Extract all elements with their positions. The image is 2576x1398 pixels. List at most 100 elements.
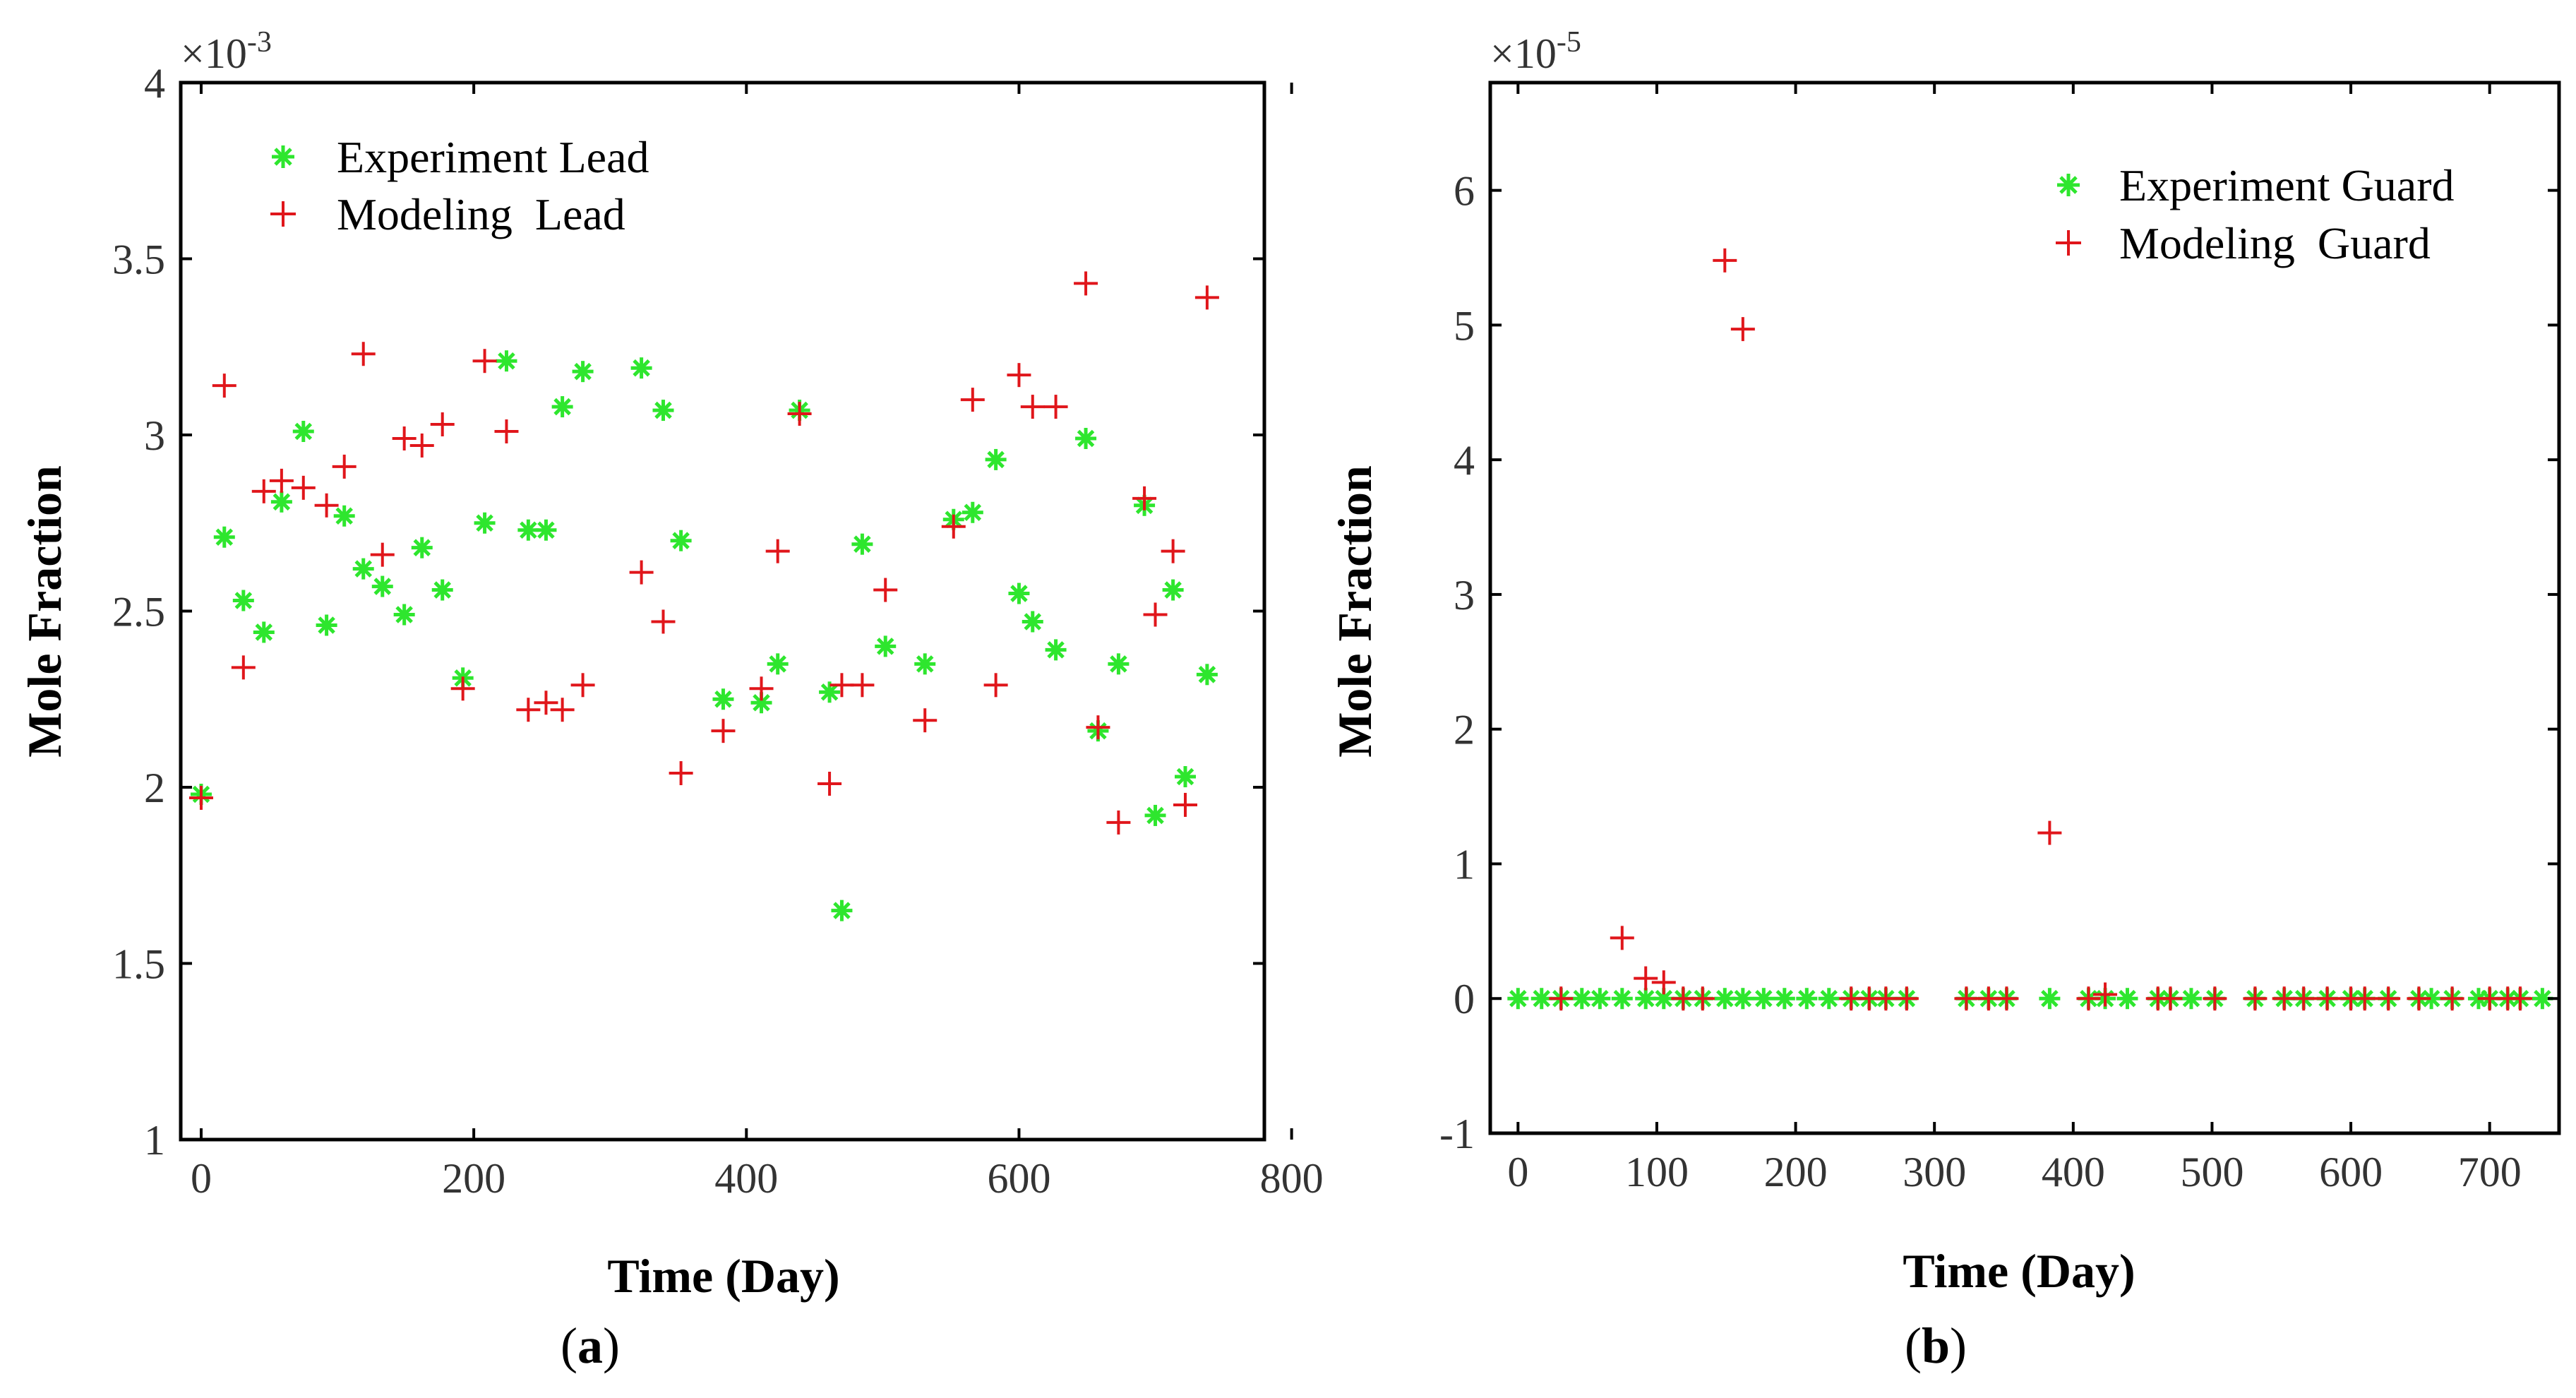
experiment-guard-point: [1589, 988, 1611, 1010]
modeling-lead-point: [516, 698, 541, 722]
experiment-guard-point: [2116, 988, 2138, 1010]
modeling-lead-point: [749, 676, 774, 701]
experiment-guard-point: [1818, 988, 1840, 1010]
modeling-guard-point: [2037, 820, 2062, 845]
modeling-lead-point: [550, 698, 575, 722]
experiment-lead-point: [961, 501, 983, 523]
experiment-lead-point: [1144, 804, 1166, 826]
panel-a-x-tick-label: 200: [442, 1155, 505, 1202]
modeling-lead-point: [669, 761, 693, 786]
experiment-lead-point: [213, 526, 235, 548]
experiment-lead-point: [1075, 427, 1097, 449]
experiment-guard-point: [1796, 988, 1818, 1010]
experiment-lead-point: [333, 505, 355, 527]
experiment-lead-point: [352, 558, 374, 580]
modeling-lead-point: [332, 454, 357, 479]
experiment-guard-point: [1611, 988, 1633, 1010]
experiment-lead-point: [630, 357, 652, 379]
modeling-guard-point: [2376, 986, 2401, 1011]
modeling-lead-point: [983, 673, 1008, 698]
modeling-lead-point: [1132, 486, 1157, 510]
panel-b-y-tick-label: 6: [1454, 168, 1475, 215]
experiment-lead-point: [750, 692, 772, 714]
modeling-lead-point: [629, 560, 654, 585]
modeling-lead-point: [1086, 715, 1110, 740]
legend-modeling-guard-label: Modeling Guard: [2119, 218, 2431, 268]
panel-b-y-tick-label: 2: [1454, 707, 1475, 753]
modeling-lead-point: [409, 433, 434, 458]
modeling-lead-point: [1143, 602, 1168, 627]
legend-experiment-guard-marker: [2057, 174, 2080, 196]
modeling-guard-point: [2292, 986, 2316, 1011]
modeling-guard-point: [1874, 986, 1898, 1011]
experiment-guard-point: [1571, 988, 1593, 1010]
modeling-guard-point: [2315, 986, 2340, 1011]
modeling-lead-point: [765, 539, 790, 563]
panel-b-y-axis-label: Mole Fraction: [1328, 465, 1382, 758]
modeling-lead-point: [188, 785, 213, 810]
modeling-lead-point: [651, 609, 676, 634]
modeling-guard-point: [1730, 317, 1755, 342]
panel-b-plot-area: [1488, 80, 2561, 1135]
modeling-lead-point: [873, 578, 898, 602]
experiment-lead-point: [819, 681, 841, 703]
panel-b-y-tick-label: -1: [1439, 1111, 1475, 1157]
modeling-guard-point: [1690, 986, 1715, 1011]
modeling-lead-point: [430, 412, 455, 437]
experiment-lead-point: [411, 537, 433, 558]
legend-modeling-lead-label: Modeling Lead: [337, 189, 625, 239]
panel-a-label: (a): [561, 1318, 620, 1374]
experiment-lead-point: [831, 900, 853, 921]
experiment-lead-point: [535, 519, 557, 541]
modeling-guard-point: [2508, 986, 2532, 1011]
experiment-guard-point: [1773, 988, 1795, 1010]
experiment-lead-point: [474, 512, 496, 534]
experiment-lead-point: [767, 653, 789, 675]
panel-a-y-tick-label: 4: [144, 60, 165, 107]
modeling-guard-point: [1651, 970, 1676, 995]
experiment-guard-point: [2421, 988, 2443, 1010]
experiment-lead-point: [292, 421, 314, 443]
experiment-guard-point: [1732, 988, 1754, 1010]
modeling-lead-point: [1161, 539, 1185, 563]
modeling-guard-point: [2076, 986, 2101, 1011]
experiment-lead-point: [1008, 582, 1030, 604]
panel-a-plot-area: [179, 80, 1266, 1142]
panel-a-y-tick-label: 2: [144, 765, 165, 811]
experiment-lead-point: [232, 590, 254, 611]
modeling-lead-point: [1194, 285, 1219, 310]
modeling-guard-point: [1954, 986, 1979, 1011]
modeling-guard-point: [1634, 966, 1658, 991]
experiment-guard-point: [1530, 988, 1552, 1010]
modeling-guard-point: [2440, 986, 2464, 1011]
legend-experiment-lead-marker: [272, 145, 294, 168]
modeling-lead-point: [570, 673, 595, 698]
panel-a-x-tick-label: 0: [191, 1155, 212, 1202]
experiment-lead-point: [393, 604, 415, 626]
panel-b-ticks: 0 100 200 300 400 500 600 700 -1 0 1 2 3 4 5 6: [1439, 83, 2559, 1195]
modeling-lead-point: [314, 493, 339, 518]
panel-a-y-tick-label: 2.5: [112, 589, 165, 635]
panel-b-x-tick-label: 400: [2042, 1149, 2105, 1195]
panel-a-x-axis-label: Time (Day): [607, 1249, 839, 1303]
modeling-lead-point: [913, 708, 937, 733]
panel-b-x-tick-label: 700: [2458, 1149, 2522, 1195]
panel-b-y-tick-label: 3: [1454, 572, 1475, 619]
experiment-lead-point: [1196, 664, 1218, 686]
experiment-guard-point: [1507, 988, 1529, 1010]
panel-a-x-tick-label: 600: [987, 1155, 1050, 1202]
panel-b-x-axis-label: Time (Day): [1903, 1244, 2135, 1298]
experiment-lead-point: [551, 396, 573, 418]
panel-a-y-tick-label: 1.5: [112, 941, 165, 988]
experiment-lead-point: [270, 491, 292, 513]
experiment-lead-point: [253, 621, 275, 643]
modeling-guard-point: [1894, 986, 1919, 1011]
panel-b-x-tick-label: 600: [2319, 1149, 2383, 1195]
experiment-lead-point: [1162, 579, 1184, 601]
modeling-lead-point: [1074, 271, 1098, 296]
experiment-lead-point: [1175, 766, 1197, 788]
modeling-lead-point: [960, 388, 985, 412]
panel-a-y-tick-label: 3.5: [112, 237, 165, 283]
experiment-lead-point: [875, 635, 897, 657]
